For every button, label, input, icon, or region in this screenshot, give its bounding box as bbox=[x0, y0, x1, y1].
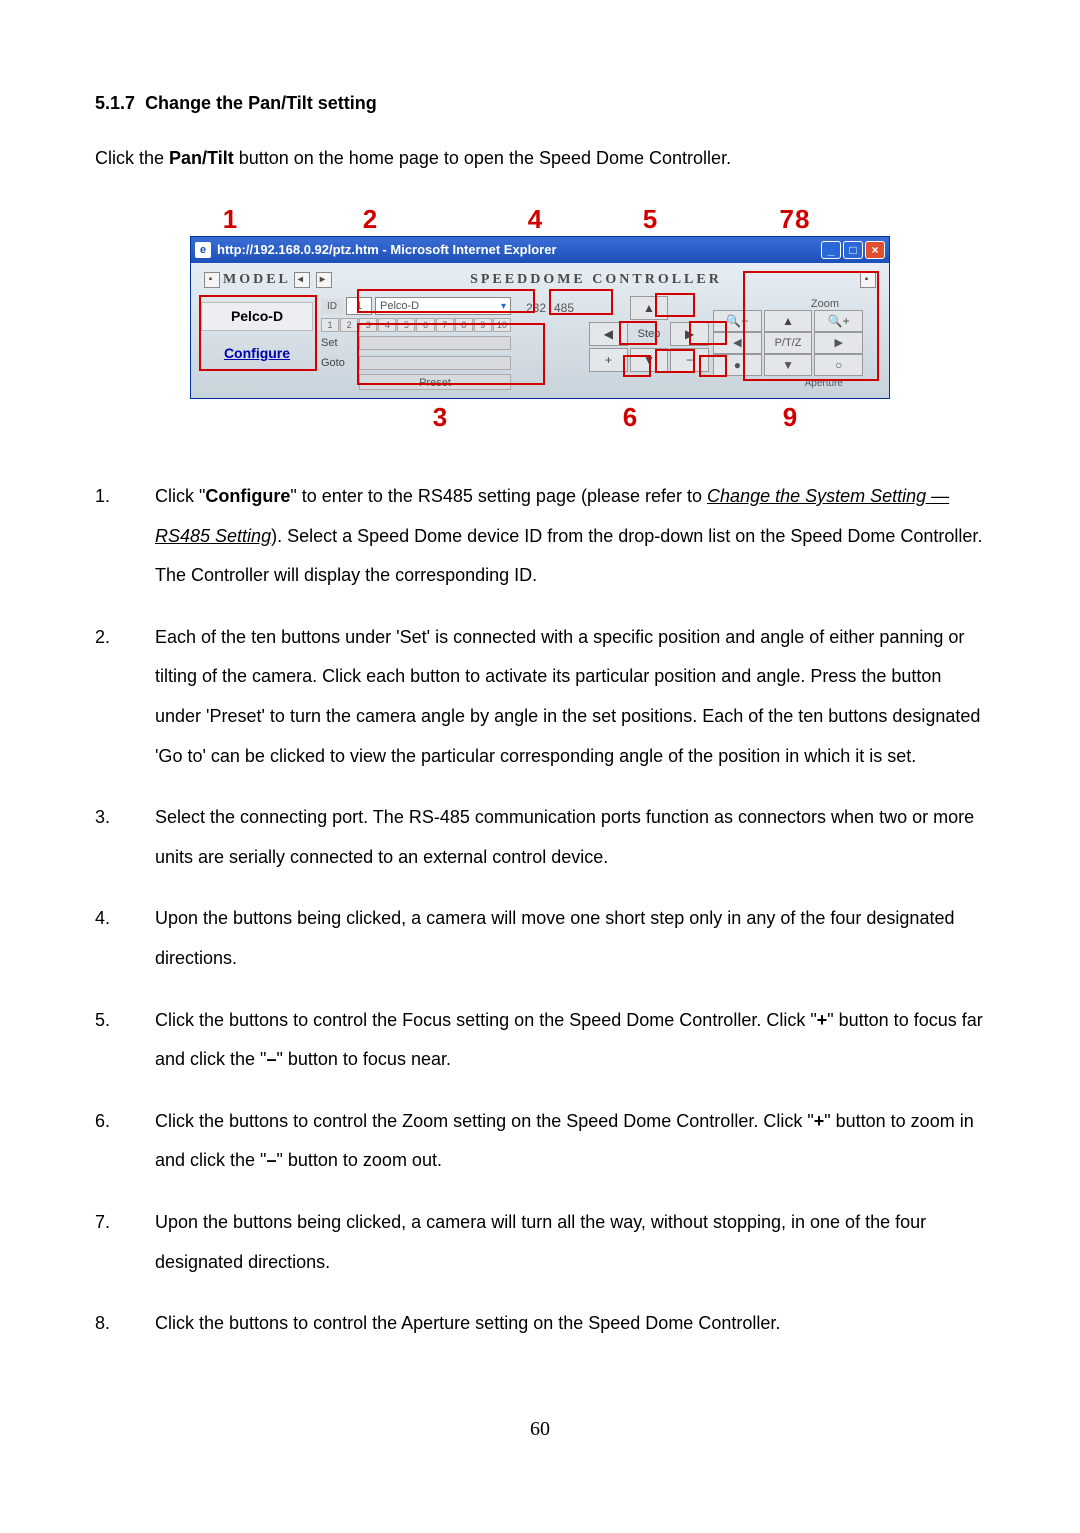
zoom-out-button[interactable]: 🔍− bbox=[713, 310, 762, 332]
aperture-open-button[interactable]: ○ bbox=[814, 354, 863, 376]
ie-window: e http://192.168.0.92/ptz.htm - Microsof… bbox=[190, 236, 890, 399]
model-display: Pelco-D bbox=[201, 302, 313, 331]
ptz-left-button[interactable]: ◀ bbox=[713, 332, 762, 354]
header-btn-left[interactable]: ▪ bbox=[204, 272, 220, 288]
list-item: Upon the buttons being clicked, a camera… bbox=[95, 1203, 985, 1282]
id-value[interactable]: 1 bbox=[346, 297, 372, 316]
callout-78: 78 bbox=[700, 200, 890, 239]
goto-button-row[interactable] bbox=[359, 356, 511, 370]
port-485[interactable]: 485 bbox=[554, 299, 574, 317]
preset-number-row: 1 2 3 4 5 6 7 8 9 10 bbox=[321, 318, 511, 332]
callout-5: 5 bbox=[600, 200, 700, 239]
model-dropdown[interactable]: Pelco-D ▾ bbox=[375, 297, 511, 316]
goto-label: Goto bbox=[321, 355, 355, 372]
ptz-right-button[interactable]: ▶ bbox=[814, 332, 863, 354]
preset-button[interactable]: Preset bbox=[359, 374, 511, 390]
id-label: ID bbox=[321, 299, 343, 314]
ie-icon: e bbox=[195, 242, 211, 258]
list-item: Click the buttons to control the Focus s… bbox=[95, 1001, 985, 1080]
ptz-label: P/T/Z bbox=[764, 332, 813, 354]
zoom-in-button[interactable]: 🔍+ bbox=[814, 310, 863, 332]
callout-row-top: 1 2 4 5 78 bbox=[190, 202, 890, 236]
callout-3: 3 bbox=[420, 398, 460, 437]
callout-row-bottom: 3 6 9 bbox=[190, 403, 890, 437]
list-item: Click the buttons to control the Zoom se… bbox=[95, 1102, 985, 1181]
step-label: Step bbox=[630, 322, 669, 346]
callout-1: 1 bbox=[190, 200, 270, 239]
list-item: Click "Configure" to enter to the RS485 … bbox=[95, 477, 985, 596]
header-btn-a[interactable]: ◂ bbox=[294, 272, 310, 288]
header-controller-label: SPEEDDOME CONTROLLER bbox=[470, 269, 722, 290]
focus-plus-button[interactable]: + bbox=[589, 348, 628, 372]
aperture-close-button[interactable]: ● bbox=[713, 354, 762, 376]
callout-2: 2 bbox=[270, 200, 470, 239]
window-title: http://192.168.0.92/ptz.htm - Microsoft … bbox=[217, 240, 557, 260]
step-up-button[interactable]: ▲ bbox=[630, 296, 669, 320]
window-titlebar: e http://192.168.0.92/ptz.htm - Microsof… bbox=[191, 237, 889, 263]
preset-btn[interactable]: 7 bbox=[436, 318, 454, 332]
port-232[interactable]: 232 bbox=[526, 299, 546, 317]
header-model-label: MODEL bbox=[223, 269, 291, 290]
preset-btn[interactable]: 6 bbox=[416, 318, 434, 332]
ptz-down-button[interactable]: ▼ bbox=[764, 354, 813, 376]
minimize-button[interactable]: _ bbox=[821, 241, 841, 259]
callout-4: 4 bbox=[470, 200, 600, 239]
section-heading: Change the Pan/Tilt setting bbox=[145, 93, 377, 113]
preset-btn[interactable]: 1 bbox=[321, 318, 339, 332]
controller-panel: ▪ MODEL ◂ ▸ SPEEDDOME CONTROLLER ▪ Pelco… bbox=[191, 263, 889, 398]
preset-btn[interactable]: 8 bbox=[455, 318, 473, 332]
maximize-button[interactable]: □ bbox=[843, 241, 863, 259]
chevron-down-icon: ▾ bbox=[501, 299, 506, 314]
step-dpad: ▲ ◀ Step ▶ + ▼ − bbox=[589, 296, 709, 390]
screenshot-figure: 1 2 4 5 78 e http://192.168.0.92/ptz.htm… bbox=[190, 202, 890, 437]
section-title: 5.1.7 Change the Pan/Tilt setting bbox=[95, 90, 985, 117]
zoom-label: Zoom bbox=[713, 296, 863, 310]
step-right-button[interactable]: ▶ bbox=[670, 322, 709, 346]
close-button[interactable]: × bbox=[865, 241, 885, 259]
list-item: Upon the buttons being clicked, a camera… bbox=[95, 899, 985, 978]
page-number: 60 bbox=[95, 1414, 985, 1444]
preset-btn[interactable]: 4 bbox=[378, 318, 396, 332]
set-button-row[interactable] bbox=[359, 336, 511, 350]
ptz-up-button[interactable]: ▲ bbox=[764, 310, 813, 332]
callout-6: 6 bbox=[610, 398, 650, 437]
preset-btn[interactable]: 2 bbox=[340, 318, 358, 332]
panel-header: ▪ MODEL ◂ ▸ SPEEDDOME CONTROLLER ▪ bbox=[197, 267, 883, 296]
step-down-button[interactable]: ▼ bbox=[630, 348, 669, 372]
set-label: Set bbox=[321, 335, 355, 352]
callout-9: 9 bbox=[770, 398, 810, 437]
preset-btn[interactable]: 3 bbox=[359, 318, 377, 332]
list-item: Click the buttons to control the Apertur… bbox=[95, 1304, 985, 1344]
header-btn-b[interactable]: ▸ bbox=[316, 272, 332, 288]
focus-minus-button[interactable]: − bbox=[670, 348, 709, 372]
intro-text: Click the Pan/Tilt button on the home pa… bbox=[95, 145, 985, 172]
aperture-label: Aperture bbox=[713, 376, 863, 388]
section-number: 5.1.7 bbox=[95, 93, 135, 113]
step-left-button[interactable]: ◀ bbox=[589, 322, 628, 346]
list-item: Select the connecting port. The RS-485 c… bbox=[95, 798, 985, 877]
preset-btn[interactable]: 5 bbox=[397, 318, 415, 332]
preset-btn[interactable]: 10 bbox=[493, 318, 511, 332]
list-item: Each of the ten buttons under 'Set' is c… bbox=[95, 618, 985, 776]
preset-btn[interactable]: 9 bbox=[474, 318, 492, 332]
header-btn-right[interactable]: ▪ bbox=[860, 272, 876, 288]
instruction-list: Click "Configure" to enter to the RS485 … bbox=[95, 477, 985, 1344]
configure-link[interactable]: Configure bbox=[201, 341, 313, 366]
